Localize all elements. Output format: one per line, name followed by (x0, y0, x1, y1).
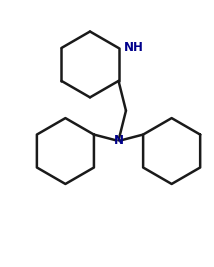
Text: NH: NH (124, 41, 144, 54)
Text: N: N (113, 134, 123, 147)
